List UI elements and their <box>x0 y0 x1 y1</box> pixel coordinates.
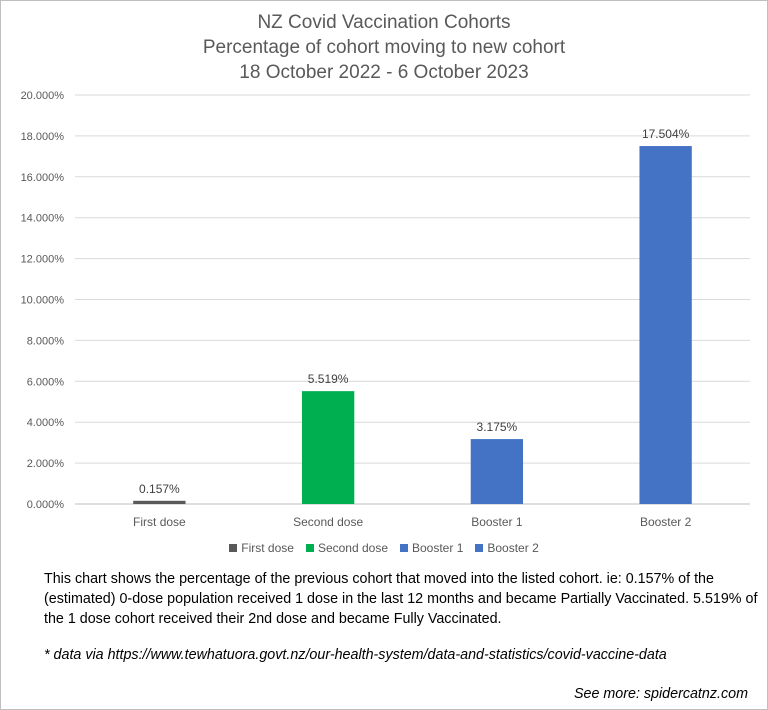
legend-swatch <box>305 544 314 552</box>
bar <box>133 500 186 504</box>
legend-item-second-dose: Second dose <box>305 541 388 555</box>
bars <box>133 146 692 504</box>
data-label: 17.504% <box>642 127 690 141</box>
data-label: 3.175% <box>477 420 518 434</box>
bar <box>639 146 692 504</box>
legend-label: Second dose <box>317 541 388 555</box>
y-tick-label: 0.000% <box>27 499 65 511</box>
legend-label: Booster 1 <box>412 541 464 555</box>
y-tick-label: 20.000% <box>21 90 65 102</box>
data-label: 0.157% <box>139 482 180 496</box>
chart-date-range: 18 October 2022 - 6 October 2023 <box>239 62 529 83</box>
y-tick-label: 8.000% <box>27 335 65 347</box>
bar <box>470 439 524 504</box>
bar-chart: 0.000% 2.000% 4.000% 6.000% 8.000% 10.000% 12.… <box>21 90 750 529</box>
y-tick-label: 14.000% <box>21 213 65 225</box>
y-tick-label: 16.000% <box>21 172 65 184</box>
x-axis-tick-labels: First dose Second dose Booster 1 Booster 2 <box>133 515 692 529</box>
chart-caption: This chart shows the percentage of the p… <box>44 571 758 627</box>
x-tick-label: First dose <box>133 515 186 529</box>
legend-item-first-dose: First dose <box>229 541 294 555</box>
y-tick-label: 4.000% <box>27 417 65 429</box>
legend-swatch <box>400 544 408 552</box>
y-tick-label: 6.000% <box>27 376 65 388</box>
bar <box>301 391 355 504</box>
legend-item-booster-1: Booster 1 <box>400 541 463 555</box>
x-tick-label: Second dose <box>293 515 363 529</box>
y-tick-label: 10.000% <box>21 295 65 307</box>
legend: First dose Second dose Booster 1 Booster… <box>0 541 768 555</box>
y-tick-label: 12.000% <box>21 254 65 266</box>
legend-swatch <box>229 544 238 552</box>
gridlines <box>75 94 750 505</box>
data-source-note: * data via https://www.tewhatuora.govt.n… <box>44 647 667 663</box>
x-tick-label: Booster 1 <box>471 515 523 529</box>
legend-swatch <box>475 544 484 552</box>
y-axis-tick-labels: 0.000% 2.000% 4.000% 6.000% 8.000% 10.000% 12.… <box>21 90 65 511</box>
legend-label: First dose <box>241 541 294 555</box>
data-labels: 0.157% 5.519% 3.175% 17.504% <box>139 127 690 496</box>
legend-item-booster-2: Booster 2 <box>475 541 539 555</box>
data-label: 5.519% <box>308 372 349 386</box>
y-tick-label: 2.000% <box>27 458 65 470</box>
see-more-credit: See more: spidercatnz.com <box>573 686 748 702</box>
y-tick-label: 18.000% <box>21 131 65 143</box>
legend-label: Booster 2 <box>487 541 539 555</box>
x-tick-label: Booster 2 <box>640 515 692 529</box>
chart-subtitle: Percentage of cohort moving to new cohor… <box>202 37 566 58</box>
chart-title: NZ Covid Vaccination Cohorts <box>257 12 511 33</box>
